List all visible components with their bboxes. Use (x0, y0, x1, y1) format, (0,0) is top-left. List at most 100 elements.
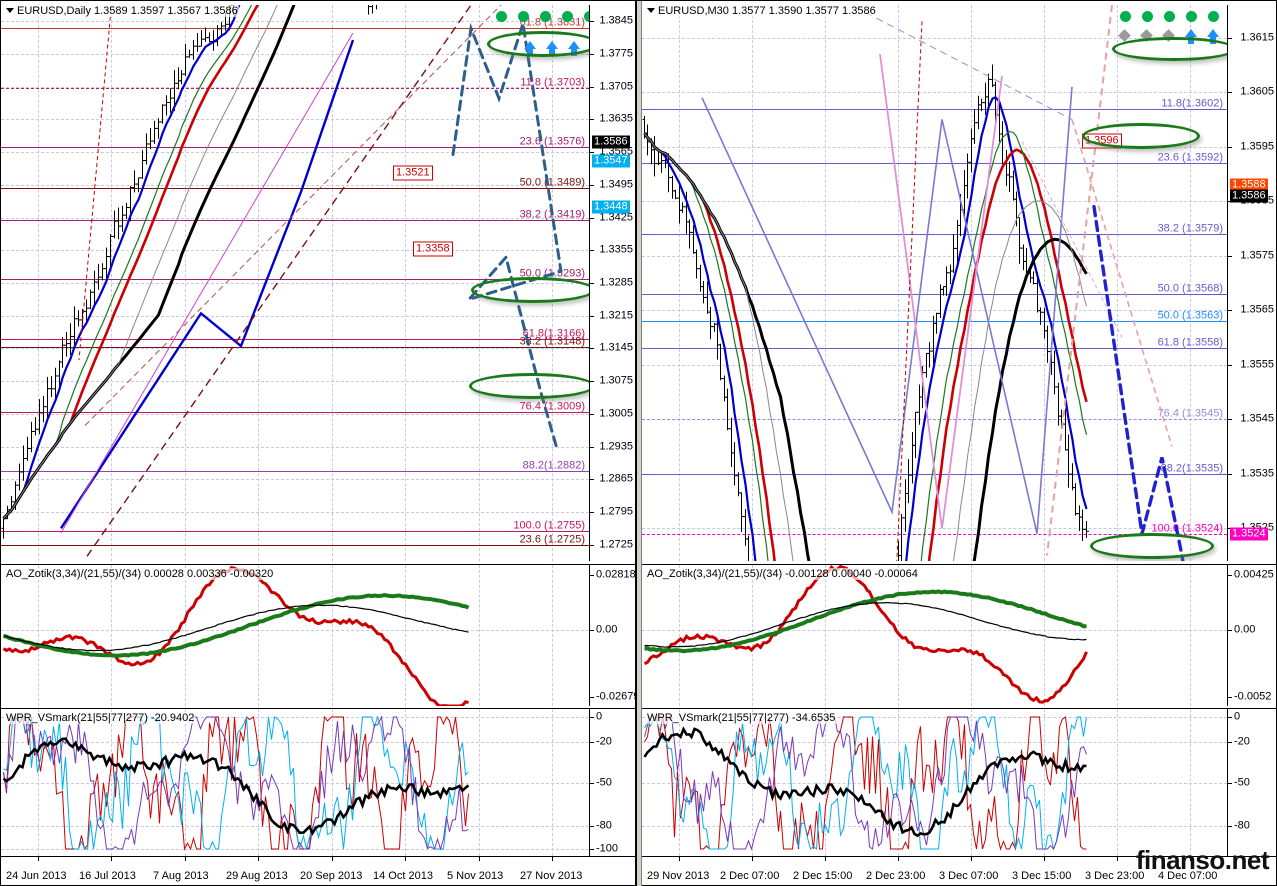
indicator-scale[interactable]: 0 -20 -50 -80 -100 (589, 709, 635, 856)
chart-header-text: EURUSD,M30 1.3577 1.3590 1.3577 1.3586 (658, 5, 876, 17)
indicator-tick-mark (590, 697, 594, 698)
grid-line-horizontal (1, 185, 589, 187)
highlight-ellipse (1090, 533, 1214, 559)
indicator-subwindow-wpr_vsmark: 0 -20 -50 -80 -100 (1, 708, 635, 856)
indicator-series (643, 565, 1088, 704)
grid-line-vertical (752, 565, 754, 706)
grid-line-vertical (679, 565, 681, 706)
grid-line-horizontal (1, 348, 589, 350)
chart-header-text: EURUSD,Daily 1.3589 1.3597 1.3567 1.3586 (17, 5, 238, 17)
grid-line-vertical (825, 565, 827, 706)
scale-price-tag: 1.3588 (1230, 178, 1268, 192)
chart-panel-right[interactable]: 11.8(1.3602) 23.6 (1.3592) 38.2 (1.3579) 50… (636, 0, 1277, 886)
price-tick-mark (590, 447, 594, 448)
highlight-ellipse (1082, 123, 1200, 149)
price-tick-mark (1228, 38, 1232, 39)
date-tick-label: 29 Aug 2013 (226, 870, 288, 882)
price-tick-label: 1.3635 (599, 112, 633, 125)
indicator-tick-mark (1228, 742, 1232, 743)
date-tick-label: 16 Jul 2013 (79, 870, 136, 882)
grid-line-vertical (1190, 709, 1192, 856)
grid-line-horizontal (642, 92, 1227, 94)
price-tick-label: 1.3595 (1240, 140, 1274, 153)
fib-level-label: 23.6 (1.3592) (1157, 151, 1223, 164)
grid-line-vertical (971, 709, 973, 856)
fib-level-line (642, 348, 1227, 349)
grid-line-horizontal (1, 119, 589, 121)
grid-line-horizontal (1, 414, 589, 416)
grid-line-vertical (679, 709, 681, 856)
fib-level-label: 61.8 (1.3558) (1157, 336, 1223, 349)
grid-line-horizontal (1, 250, 589, 252)
price-plot-area[interactable]: 61.8 (1.3831) 11.8 (1.3703) 23.6 (1.3576) 5… (1, 5, 589, 561)
fib-level-line (1, 545, 589, 546)
price-tick-mark (590, 87, 594, 88)
grid-line-vertical (825, 5, 827, 561)
indicator-scale[interactable]: 0 -20 -50 -80 (1227, 709, 1276, 856)
fib-level-line (1, 147, 589, 148)
grid-line-vertical (1044, 5, 1046, 561)
indicator-tick-mark (1228, 697, 1232, 698)
fib-level-label: 38.2 (1.3579) (1157, 222, 1223, 235)
indicator-plot-area[interactable] (1, 709, 589, 856)
grid-line-horizontal (1, 21, 589, 23)
grid-line-vertical (752, 709, 754, 856)
price-tick-mark (1228, 474, 1232, 475)
indicator-tick-mark (590, 826, 594, 827)
drawn-trendlines (59, 5, 563, 557)
price-tick-mark (590, 21, 594, 22)
indicator-tick-mark (1228, 575, 1232, 576)
scale-price-tag: 1.3547 (592, 154, 630, 168)
grid-line-vertical (1190, 5, 1192, 561)
grid-line-vertical (405, 565, 407, 706)
chart-price-tag: 1.3521 (393, 165, 433, 181)
date-tick-mark (1117, 857, 1118, 861)
indicator-label: AO_Zotik(3,34)/(21,55)/(34) -0.00128 0.0… (646, 568, 919, 580)
chevron-down-icon[interactable] (6, 8, 14, 13)
date-tick-label: 3 Dec 07:00 (939, 870, 999, 882)
indicator-tick-label: -50 (596, 776, 612, 789)
price-plot-area[interactable]: 11.8(1.3602) 23.6 (1.3592) 38.2 (1.3579) 50… (642, 5, 1227, 561)
indicator-plot-area[interactable] (1, 565, 589, 706)
signal-dot-green (1164, 11, 1175, 22)
grid-line-horizontal (1, 447, 589, 449)
price-tick-mark (590, 316, 594, 317)
grid-line-horizontal (642, 783, 1227, 785)
scale-price-tag: 1.3586 (592, 135, 630, 149)
grid-line-vertical (1117, 565, 1119, 706)
grid-line-horizontal (642, 310, 1227, 312)
indicator-plot-area[interactable] (642, 709, 1227, 856)
chart-panel-left[interactable]: 61.8 (1.3831) 11.8 (1.3703) 23.6 (1.3576) 5… (0, 0, 639, 886)
highlight-ellipse (471, 277, 589, 303)
signal-arrow-up (1207, 29, 1219, 44)
fib-level-label: 88.2(1.2882) (522, 459, 585, 472)
price-scale[interactable]: 1.36151.36051.35951.35851.35751.35651.35… (1227, 5, 1276, 561)
price-scale[interactable]: 1.3845 1.3775 1.3705 1.3635 1.3565 1.3495 1.34… (589, 5, 635, 561)
date-tick-label: 7 Aug 2013 (153, 870, 209, 882)
fib-level-line (642, 419, 1227, 420)
date-tick-mark (258, 857, 259, 861)
indicator-series (643, 716, 1087, 851)
fib-level-label: 38.2 (1.3148) (519, 335, 585, 348)
grid-line-horizontal (1, 54, 589, 56)
chevron-down-icon[interactable] (647, 8, 655, 13)
indicator-tick-mark (1228, 630, 1232, 631)
indicator-tick-label: 0 (596, 710, 603, 723)
indicator-tick-label: -20 (596, 735, 612, 748)
grid-line-horizontal (1, 152, 589, 154)
fib-level-line (1, 471, 589, 472)
date-tick-mark (111, 857, 112, 861)
fib-level-label: 61.8 (1.3831) (519, 16, 585, 29)
grid-line-vertical (971, 5, 973, 561)
date-tick-mark (1190, 857, 1191, 861)
indicator-plot-area[interactable] (642, 565, 1227, 706)
price-tick-mark (590, 348, 594, 349)
grid-line-horizontal (1, 316, 589, 318)
indicator-scale[interactable]: 0.02818 0.00 -0.02679 (589, 565, 639, 706)
price-tick-label: 1.2795 (599, 505, 633, 518)
date-tick-label: 14 Oct 2013 (373, 870, 433, 882)
grid-line-vertical (405, 709, 407, 856)
chart-header: EURUSD,M30 1.3577 1.3590 1.3577 1.3586 (646, 5, 877, 17)
fib-level-line (642, 234, 1227, 235)
indicator-scale[interactable]: 0.00425 0.00 -0.0052 (1227, 565, 1276, 706)
